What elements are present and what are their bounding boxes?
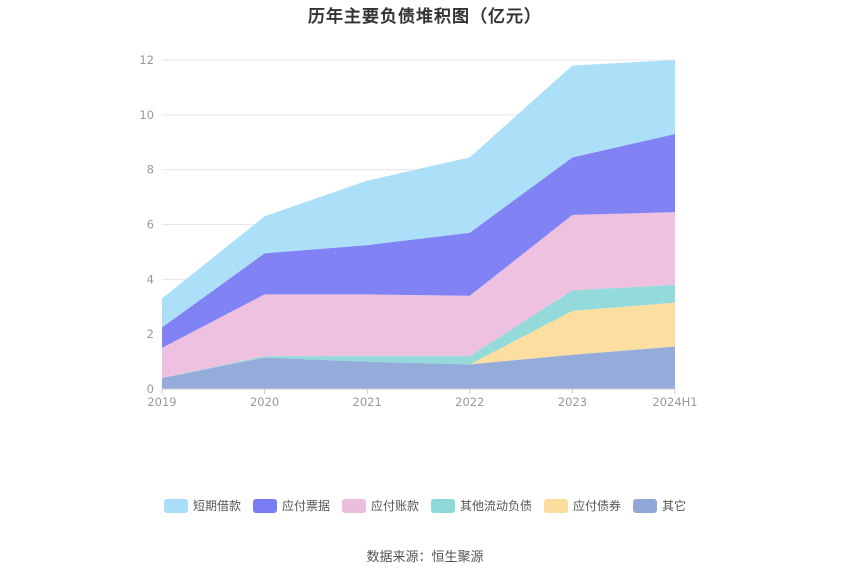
legend-label: 其它 [662,499,687,513]
legend-item-bonds-payable[interactable]: 应付债券 [544,497,621,514]
legend-item-short-term-loans[interactable]: 短期借款 [163,497,241,514]
legend: 短期借款 应付票据 应付账款 其他流动负债 应付债券 其它 [0,497,850,514]
legend-item-notes-payable[interactable]: 应付票据 [252,497,330,514]
axis-layer: 0 2 4 6 8 10 12 2019 2020 2021 2022 2023 2024H1 [139,53,697,409]
x-tick-label: 2022 [455,395,484,409]
legend-label: 其他流动负债 [460,499,533,513]
legend-label: 应付债券 [573,499,622,513]
legend-swatch [252,498,277,513]
x-tick-label: 2023 [558,395,587,409]
y-tick-label: 6 [147,218,154,232]
x-tick-label: 2020 [250,395,279,409]
y-tick-label: 8 [147,163,154,177]
x-tick-label: 2024H1 [652,395,697,409]
legend-swatch [163,498,188,513]
y-tick-label: 0 [147,382,154,396]
area-series[interactable] [162,346,675,389]
x-tick-label: 2019 [147,395,176,409]
y-tick-label: 12 [139,53,154,67]
area-series[interactable] [162,302,675,379]
legend-swatch [544,498,569,513]
legend-swatch [431,498,455,513]
stacked-area-chart: 0 2 4 6 8 10 12 2019 2020 2021 2022 2023 2024H1 [139,53,697,409]
legend-label: 应付票据 [281,499,330,513]
legend-item-other-current-liabilities[interactable]: 其他流动负债 [431,497,532,514]
data-source-note: 数据来源：恒生聚源 [366,550,484,565]
area-series[interactable] [162,284,675,379]
legend-item-accounts-payable[interactable]: 应付账款 [341,497,419,514]
chart-title: 历年主要负债堆积图（亿元） [308,7,542,27]
legend-item-other[interactable]: 其它 [633,497,686,514]
area-series[interactable] [162,134,675,348]
legend-swatch [633,498,658,513]
legend-swatch [341,498,366,513]
y-tick-label: 2 [147,327,154,341]
y-tick-label: 10 [139,108,154,122]
area-series[interactable] [162,212,675,379]
legend-label: 短期借款 [192,499,241,513]
y-tick-label: 4 [147,272,154,286]
area-layer [162,60,675,389]
legend-label: 应付账款 [370,499,419,513]
x-tick-label: 2021 [353,395,382,409]
area-series[interactable] [162,60,675,328]
